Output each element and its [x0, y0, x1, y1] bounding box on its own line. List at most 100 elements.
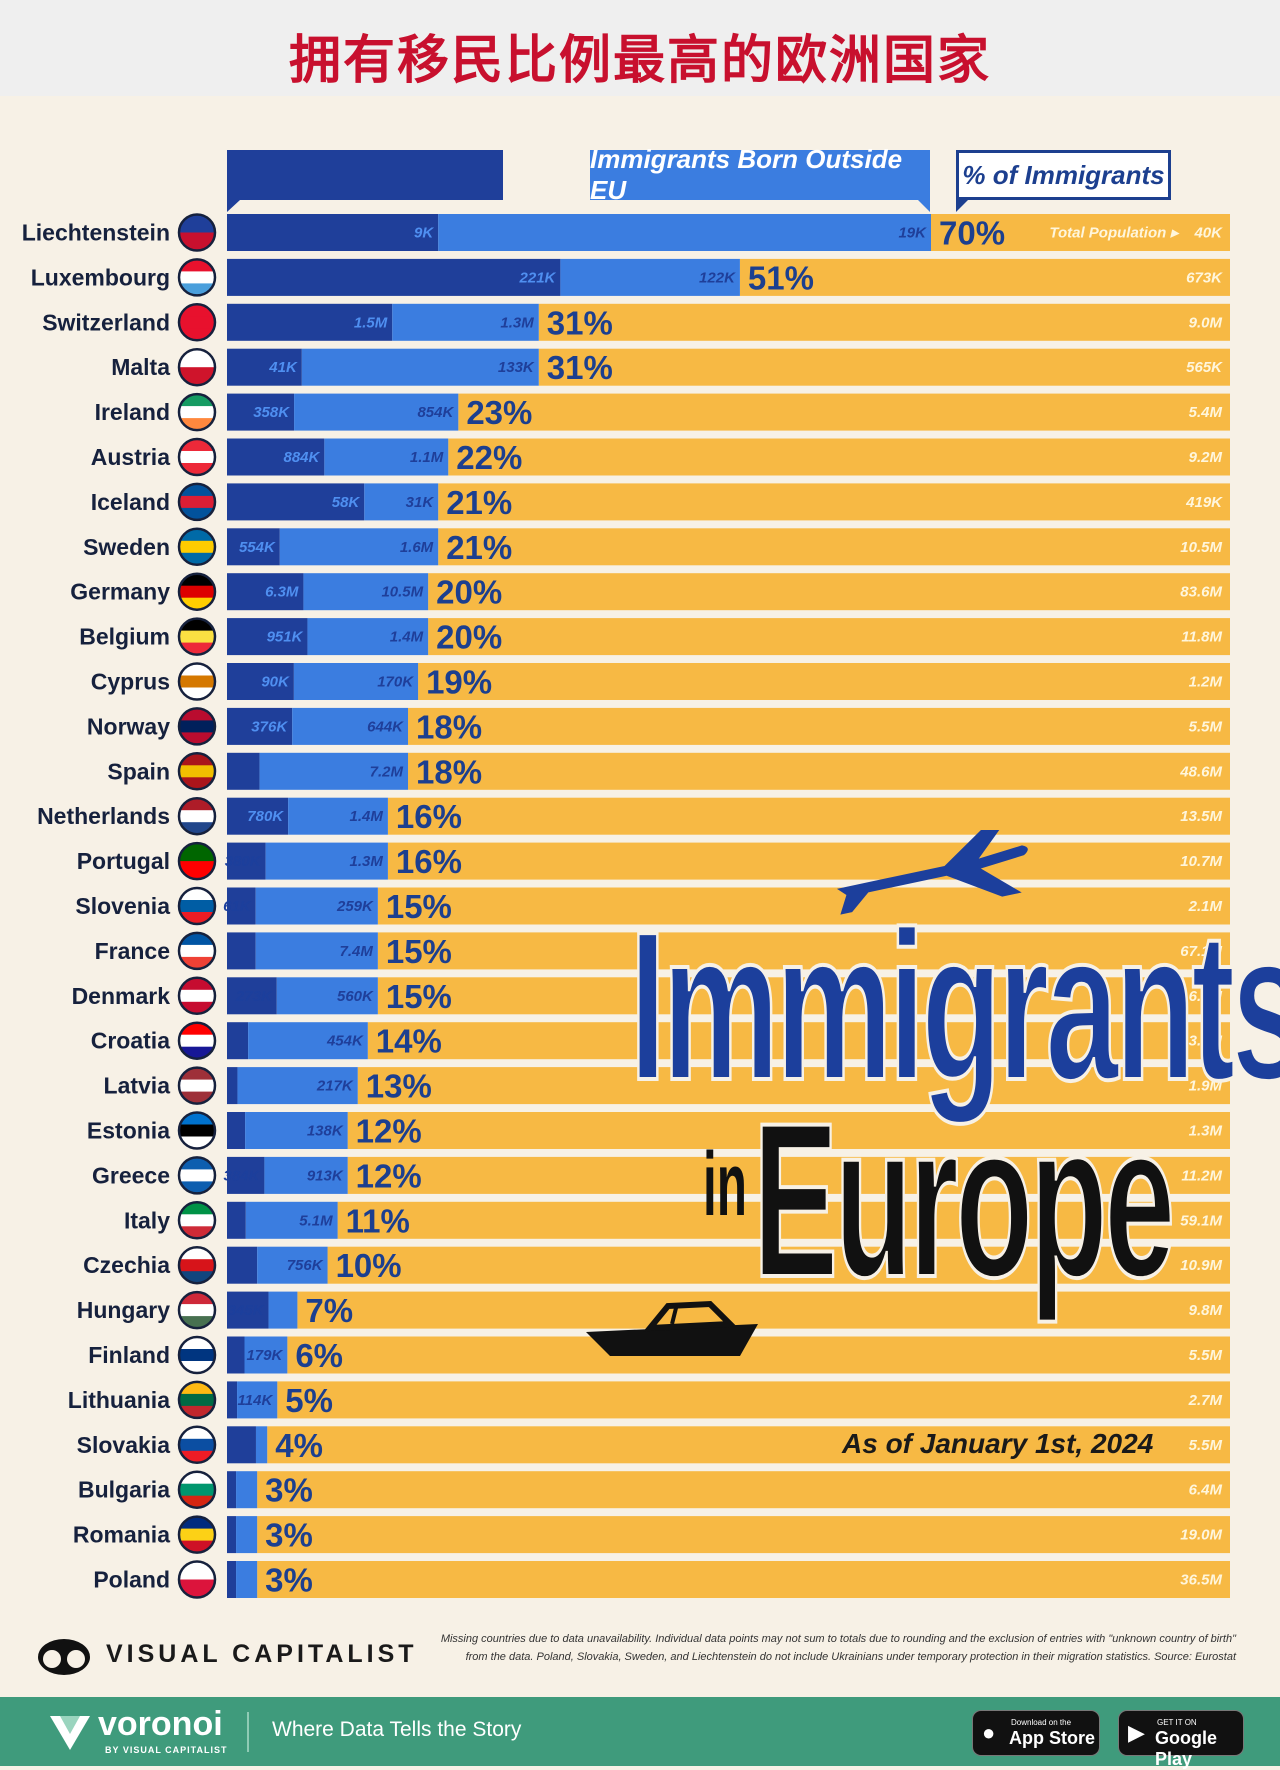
flag-stripe: [179, 1304, 215, 1317]
population-bar: [267, 1426, 1230, 1464]
percent-label: 51%: [748, 259, 814, 296]
flag-stripe: [179, 540, 215, 554]
flag-romania-icon: [177, 1515, 217, 1554]
app-store-small: Download on the: [1011, 1718, 1072, 1727]
flag-stripe: [179, 451, 215, 464]
flag-sweden-icon: [177, 527, 217, 567]
google-play-small: GET IT ON: [1157, 1718, 1197, 1727]
non-eu-born-value: 10.5M: [381, 584, 423, 601]
percent-label: 19%: [426, 664, 492, 701]
population-value: 11.2M: [1181, 1167, 1222, 1184]
headline-europe: Europe: [752, 1077, 1176, 1323]
airplane-icon: [836, 830, 1028, 915]
population-value: 9.0M: [1189, 314, 1223, 331]
population-bar: [277, 1381, 1230, 1419]
country-label: Denmark: [72, 983, 171, 1009]
non-eu-born-bar: [236, 1516, 258, 1554]
non-eu-born-bar: [560, 258, 740, 296]
country-label: Sweden: [83, 534, 170, 560]
boat-icon: [586, 1300, 758, 1356]
app-store-button[interactable]: ● Download on the App Store: [972, 1710, 1100, 1756]
flag-slovakia-icon: [177, 1425, 217, 1465]
play-icon: ▶: [1128, 1720, 1145, 1745]
flag-hungary-icon: [177, 1290, 217, 1330]
flag-stripe: [179, 1393, 215, 1407]
population-bar: [347, 1156, 1231, 1194]
population-bar: [347, 1112, 1231, 1149]
non-eu-born-bar: [392, 303, 539, 341]
population-bar: [408, 752, 1230, 790]
flag-denmark-icon: [177, 976, 217, 1016]
flag-croatia-icon: [177, 1021, 217, 1060]
population-value: 1.3M: [1189, 1123, 1223, 1140]
voronoi-logo[interactable]: voronoi: [98, 1705, 223, 1743]
population-value: 673K: [1186, 269, 1223, 286]
country-label: Hungary: [77, 1297, 171, 1323]
population-value: 9.2M: [1189, 449, 1223, 466]
population-bar: [297, 1291, 1230, 1329]
headline-in: in: [703, 1135, 747, 1235]
population-value: 83.6M: [1180, 584, 1222, 601]
apple-icon: ●: [982, 1720, 996, 1745]
percent-label: 18%: [416, 708, 482, 745]
population-value: 36.5M: [1180, 1572, 1222, 1589]
non-eu-born-bar: [237, 1381, 278, 1419]
percent-label: 20%: [436, 574, 502, 611]
population-bar: [418, 663, 1231, 700]
flag-stripe: [179, 367, 215, 386]
population-bar: [377, 977, 1230, 1015]
population-value: 13.5M: [1180, 808, 1222, 825]
non-eu-born-bar: [264, 1156, 348, 1194]
non-eu-born-value: 19K: [898, 225, 927, 242]
flag-stripe: [179, 765, 215, 778]
population-bar: [257, 1561, 1231, 1598]
legend-eu-pointer: [227, 200, 240, 212]
flag-malta-icon: [177, 347, 217, 387]
eu-born-bar: [227, 977, 277, 1015]
flag-stripe: [179, 1528, 215, 1542]
percent-label: 18%: [416, 753, 482, 790]
population-bar: [739, 258, 1230, 296]
eu-born-bar: [227, 707, 293, 745]
eu-born-value: 951K: [267, 629, 304, 646]
legend-non-eu-pointer: [918, 200, 930, 212]
percent-label: 16%: [396, 798, 462, 835]
flag-stripe: [179, 630, 215, 644]
eu-born-bar: [227, 752, 260, 790]
legend-pct-pointer: [956, 200, 968, 212]
non-eu-born-bar: [244, 1336, 288, 1374]
country-label: Greece: [92, 1162, 170, 1188]
flag-greece-icon: [177, 1156, 217, 1195]
percent-label: 3%: [265, 1517, 313, 1554]
google-play-button[interactable]: ▶ GET IT ON Google Play: [1118, 1710, 1244, 1769]
eu-born-bar: [227, 258, 561, 296]
population-value: 6.0M: [1189, 988, 1223, 1005]
percent-label: 5%: [285, 1382, 333, 1419]
flag-stripe: [179, 316, 215, 329]
non-eu-born-bar: [259, 752, 409, 790]
eu-born-bar: [227, 618, 308, 656]
non-eu-born-bar: [248, 1022, 368, 1060]
flag-bulgaria-icon: [177, 1470, 217, 1509]
non-eu-born-value: 1.3M: [500, 314, 534, 331]
population-bar: [367, 1022, 1230, 1060]
legend-percent: % of Immigrants: [956, 150, 1171, 200]
population-value: 40K: [1193, 225, 1223, 242]
flag-ireland-icon: [177, 392, 217, 432]
footnote-line-1: Missing countries due to data unavailabi…: [440, 1633, 1236, 1645]
non-eu-born-value: 913K: [307, 1167, 344, 1184]
non-eu-born-value: 1.3M: [350, 853, 384, 870]
percent-label: 21%: [446, 484, 512, 521]
flag-stripe: [179, 1079, 215, 1093]
non-eu-born-bar: [245, 1201, 338, 1239]
eu-born-bar: [227, 1516, 237, 1554]
flag-luxembourg-icon: [177, 258, 217, 297]
flag-finland-icon: [177, 1335, 217, 1375]
country-label: Norway: [87, 713, 170, 739]
non-eu-born-value: 138K: [307, 1123, 344, 1140]
flag-stripe: [179, 232, 215, 251]
eu-born-bar: [227, 1156, 265, 1194]
google-play-label: Google Play: [1155, 1728, 1217, 1769]
legend-eu-born: [227, 150, 503, 200]
non-eu-born-bar: [236, 1561, 258, 1598]
